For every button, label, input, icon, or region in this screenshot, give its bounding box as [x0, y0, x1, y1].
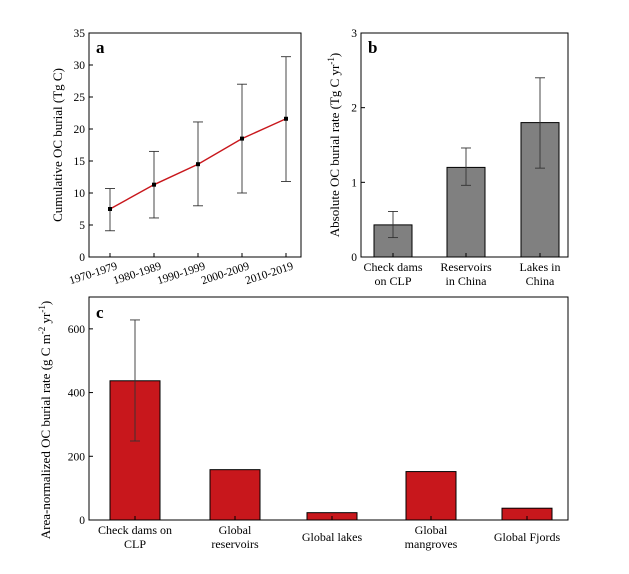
x-tick-label: reservoirs	[211, 537, 259, 551]
y-tick-label: 0	[351, 252, 357, 264]
x-tick-label: Global	[415, 523, 448, 537]
x-axis-a: 1970-19791980-19891990-19992000-20092010…	[68, 253, 295, 287]
y-axis-label-c-mid: yr	[38, 312, 53, 327]
y-axis-c: 0 200 400 600	[68, 324, 93, 527]
panel-a: a 0 5 10 15 20 25 30 35 1970-19791980-19891990-…	[50, 28, 302, 287]
panel-letter-a: a	[96, 38, 105, 57]
x-tick-label: 2000-2009	[200, 260, 251, 287]
plot-frame-a	[88, 32, 302, 258]
bars-b	[373, 122, 560, 258]
x-tick-label: CLP	[124, 537, 146, 551]
y-tick-label: 35	[74, 28, 86, 40]
x-tick-label: 2010-2019	[244, 260, 295, 287]
bars-c	[109, 380, 553, 521]
bar	[209, 469, 261, 521]
y-tick-label: 20	[74, 124, 86, 136]
y-tick-label: 10	[74, 188, 86, 200]
x-tick-label: 1970-1979	[68, 260, 119, 287]
data-point	[108, 207, 112, 211]
y-axis-a: 0 5 10 15 20 25 30 35	[74, 28, 93, 264]
data-point	[196, 162, 200, 167]
y-tick-label: 600	[68, 324, 86, 336]
x-tick-label: Global lakes	[302, 530, 363, 544]
error-bars-a	[105, 56, 291, 232]
y-tick-label: 2	[351, 103, 357, 115]
y-tick-label: 30	[74, 60, 86, 72]
x-tick-label: Global Fjords	[494, 530, 561, 544]
x-tick-label: Reservoirs	[440, 260, 492, 274]
y-axis-b: 0 1 2 3	[351, 28, 365, 264]
y-axis-label-b-sup: -1	[326, 57, 336, 65]
markers-a	[108, 116, 288, 211]
x-tick-label: on CLP	[374, 274, 411, 288]
y-tick-label: 15	[74, 156, 86, 168]
y-axis-label-a: Cumulative OC burial (Tg C)	[50, 68, 65, 222]
error-bars-b	[388, 77, 545, 239]
bar	[405, 471, 457, 521]
data-point	[152, 182, 156, 187]
y-tick-label: 400	[68, 388, 86, 400]
x-tick-label: 1980-1989	[112, 260, 163, 287]
y-axis-label-c: Area-normalized OC burial rate (g C m-2 …	[37, 301, 53, 539]
x-tick-label: China	[526, 274, 555, 288]
y-tick-label: 5	[79, 220, 85, 232]
y-tick-label: 200	[68, 451, 86, 463]
y-axis-label-c-sup2: -1	[37, 305, 47, 313]
data-point	[284, 116, 288, 121]
x-tick-label: mangroves	[405, 537, 458, 551]
y-axis-label-b-end: )	[327, 53, 342, 57]
x-tick-label: 1990-1999	[156, 260, 207, 287]
panel-letter-c: c	[96, 303, 104, 322]
y-tick-label: 25	[74, 92, 86, 104]
data-point	[240, 136, 244, 141]
plot-frame-c	[88, 296, 569, 521]
x-tick-label: in China	[446, 274, 488, 288]
y-axis-label-c-sup1: -2	[37, 327, 47, 335]
y-axis-label-c-main: Area-normalized OC burial rate (g C m	[38, 334, 53, 539]
error-bars-c	[130, 319, 140, 442]
panel-letter-b: b	[368, 38, 377, 57]
y-axis-label-b: Absolute OC burial rate (Tg C yr-1)	[326, 53, 342, 237]
y-tick-label: 0	[79, 515, 85, 527]
y-tick-label: 3	[351, 28, 357, 40]
y-tick-label: 1	[351, 177, 357, 189]
y-axis-label-b-main: Absolute OC burial rate (Tg C yr	[327, 64, 342, 237]
x-tick-label: Check dams on	[98, 523, 172, 537]
y-tick-label: 0	[79, 252, 85, 264]
x-tick-label: Lakes in	[520, 260, 561, 274]
x-tick-label: Global	[219, 523, 252, 537]
x-tick-label: Check dams	[364, 260, 423, 274]
y-axis-label-c-end: )	[38, 301, 53, 305]
